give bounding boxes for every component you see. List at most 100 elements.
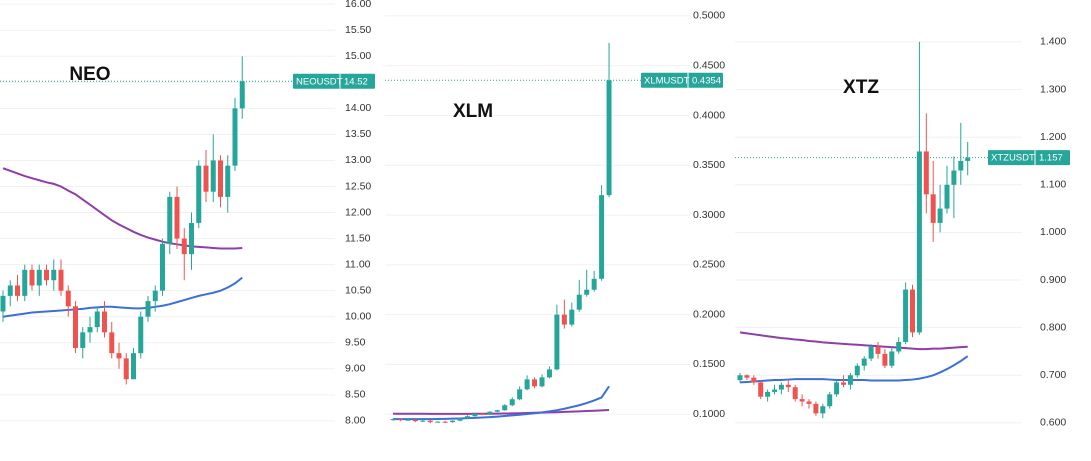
- candle-body: [203, 165, 209, 192]
- candle-body: [145, 301, 151, 317]
- candle-body: [29, 269, 35, 286]
- candle-body: [532, 379, 538, 387]
- candle-body: [472, 413, 478, 417]
- y-tick-label: 0.700: [1040, 369, 1066, 381]
- candle-body: [174, 196, 180, 239]
- candle-body: [903, 289, 909, 342]
- candle-body: [412, 419, 418, 422]
- chart-title: NEO: [69, 64, 110, 85]
- candle-body: [239, 81, 245, 109]
- candle-body: [232, 108, 238, 166]
- candle-body: [827, 394, 833, 407]
- candle-body: [494, 410, 500, 412]
- candle-body: [539, 377, 545, 387]
- candle-body: [502, 405, 508, 411]
- candle-body: [442, 421, 448, 423]
- candle-body: [882, 353, 888, 366]
- candle-body: [123, 358, 129, 380]
- y-tick-label: 9.00: [345, 363, 366, 375]
- y-tick-label: 10.00: [345, 310, 371, 322]
- price-tag-value: 0.4354: [692, 75, 721, 86]
- candle-body: [405, 419, 411, 421]
- candle-body: [841, 382, 846, 385]
- y-tick-label: 12.00: [345, 206, 371, 218]
- y-tick-label: 13.50: [345, 128, 371, 140]
- candle-body: [420, 420, 426, 422]
- candle-body: [923, 151, 929, 195]
- candle-body: [87, 327, 93, 333]
- candle-body: [390, 419, 396, 421]
- y-tick-label: 1.000: [1040, 226, 1066, 238]
- y-tick-label: 0.900: [1040, 274, 1066, 286]
- y-tick-label: 10.50: [345, 284, 371, 296]
- y-tick-label: 16.00: [345, 0, 371, 10]
- candle-body: [951, 170, 957, 185]
- candle-body: [450, 420, 456, 423]
- price-tag: [293, 73, 375, 89]
- candle-body: [65, 290, 71, 307]
- candle-body: [554, 314, 560, 370]
- candle-body: [606, 80, 612, 196]
- y-tick-label: 0.800: [1040, 321, 1066, 333]
- candle-body: [944, 184, 950, 209]
- candle-body: [51, 269, 57, 281]
- candle-body: [785, 384, 791, 388]
- candle-body: [834, 382, 840, 395]
- candle-body: [509, 399, 515, 406]
- candle-body: [44, 269, 49, 281]
- candle-body: [737, 375, 743, 381]
- y-tick-label: 0.5000: [693, 10, 725, 22]
- y-tick-label: 1.300: [1040, 83, 1066, 95]
- candle-body: [916, 151, 922, 333]
- candle-body: [22, 269, 28, 296]
- y-tick-label: 15.50: [345, 24, 371, 36]
- candle-body: [397, 419, 403, 421]
- candle-body: [196, 165, 202, 223]
- candle-body: [847, 375, 853, 385]
- moving-average-line: [2, 167, 243, 250]
- candle-body: [965, 157, 971, 161]
- candle-body: [751, 377, 757, 383]
- candle-body: [861, 358, 867, 366]
- y-tick-label: 0.1500: [693, 358, 725, 370]
- candle-body: [591, 278, 597, 290]
- y-tick-label: 1.400: [1040, 36, 1066, 48]
- candle-body: [758, 382, 764, 397]
- candle-body: [210, 160, 216, 192]
- candle-body: [517, 389, 523, 400]
- y-tick-label: 9.50: [345, 337, 366, 349]
- candle-body: [799, 399, 805, 402]
- y-tick-label: 8.00: [345, 415, 366, 427]
- candle-body: [181, 238, 187, 255]
- y-tick-label: 0.2500: [693, 259, 725, 271]
- candle-body: [116, 353, 122, 359]
- price-tag-value: 1.157: [1039, 153, 1063, 164]
- candle-body: [73, 306, 78, 348]
- y-tick-label: 0.3500: [693, 159, 725, 171]
- y-tick-label: 0.4000: [693, 109, 725, 121]
- candle-body: [36, 269, 42, 286]
- candle-body: [0, 295, 6, 312]
- candle-body: [806, 401, 812, 404]
- y-tick-label: 0.4500: [693, 59, 725, 71]
- candle-body: [889, 351, 895, 366]
- candle-body: [744, 375, 750, 378]
- candle-body: [792, 387, 798, 400]
- price-tag: [641, 72, 723, 88]
- candle-body: [778, 384, 784, 390]
- candle-body: [457, 418, 463, 421]
- moving-average-line: [393, 409, 610, 415]
- moving-average-line: [739, 331, 968, 351]
- price-tag-symbol: XTZUSDT: [991, 153, 1035, 164]
- candle-body: [80, 332, 86, 348]
- y-tick-label: 0.2000: [693, 308, 725, 320]
- candle-body: [854, 365, 860, 376]
- candle-body: [225, 165, 231, 197]
- candle-body: [189, 222, 194, 255]
- candle-body: [109, 332, 115, 354]
- candle-body: [138, 316, 144, 354]
- candle-body: [487, 411, 493, 415]
- price-tag: [988, 150, 1070, 166]
- y-tick-label: 0.1000: [693, 408, 725, 420]
- candle-body: [58, 269, 64, 291]
